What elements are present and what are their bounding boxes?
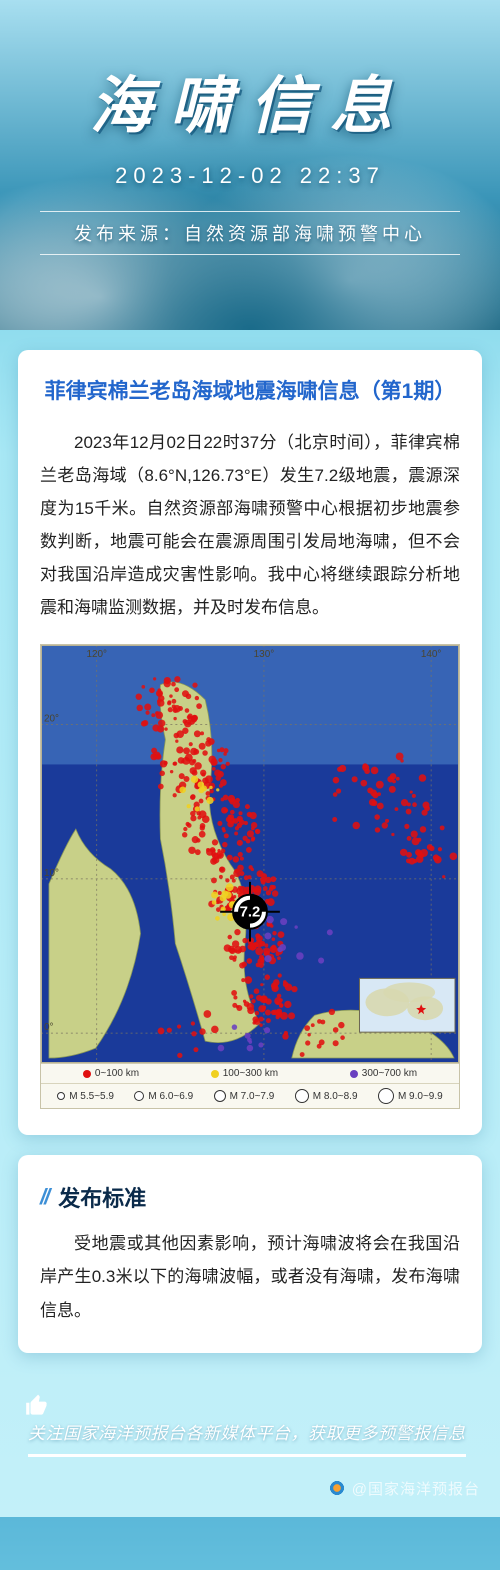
depth-legend-item: 100~300 km (211, 1068, 278, 1079)
footer: 关注国家海洋预报台各新媒体平台，获取更多预警报信息 @国家海洋预报台 (0, 1373, 500, 1517)
magnitude-legend: M 5.5~5.9 M 6.0~6.9 M 7.0~7.9 M 8.0~8.9 M 9.… (41, 1084, 459, 1108)
svg-text:7.2: 7.2 (240, 904, 261, 921)
depth-legend-item: 0~100 km (83, 1068, 139, 1079)
article-title: 菲律宾棉兰老岛海域地震海啸信息（第1期） (40, 376, 460, 408)
magnitude-legend-item: M 9.0~9.9 (378, 1088, 443, 1104)
svg-text:10°: 10° (44, 868, 59, 879)
publish-datetime: 2023-12-02 22:37 (0, 163, 500, 189)
article-card: 菲律宾棉兰老岛海域地震海啸信息（第1期） 2023年12月02日22时37分（北… (18, 350, 482, 1135)
map-svg: 120° 130° 140° 20° 10° 0° 7.2 (41, 645, 459, 1063)
magnitude-legend-item: M 5.5~5.9 (57, 1091, 114, 1102)
magnitude-legend-item: M 8.0~8.9 (295, 1089, 358, 1103)
page-title: 海啸信息 (0, 0, 500, 145)
magnitude-legend-item: M 7.0~7.9 (214, 1090, 275, 1102)
source-label: 发布来源：自然资源部海啸预警中心 (40, 211, 460, 255)
standard-body: 受地震或其他因素影响，预计海啸波将会在我国沿岸产生0.3米以下的海啸波幅，或者没… (40, 1227, 460, 1326)
watermark: @国家海洋预报台 (328, 1478, 480, 1499)
article-body: 2023年12月02日22时37分（北京时间），菲律宾棉兰老岛海域（8.6°N,… (40, 426, 460, 625)
depth-legend: 0~100 km 100~300 km 300~700 km (41, 1064, 459, 1084)
watermark-logo-icon (328, 1479, 346, 1497)
svg-text:130°: 130° (254, 649, 275, 660)
standard-card: // 发布标准 受地震或其他因素影响，预计海啸波将会在我国沿岸产生0.3米以下的… (18, 1155, 482, 1352)
standard-heading: 发布标准 (58, 1181, 146, 1213)
watermark-text: @国家海洋预报台 (352, 1478, 480, 1499)
footer-text: 关注国家海洋预报台各新媒体平台，获取更多预警报信息 (28, 1419, 466, 1457)
header-banner: 海啸信息 2023-12-02 22:37 发布来源：自然资源部海啸预警中心 (0, 0, 500, 330)
thumb-up-icon (24, 1393, 50, 1419)
svg-text:140°: 140° (421, 649, 442, 660)
section-header: // 发布标准 (40, 1181, 460, 1213)
svg-text:120°: 120° (86, 649, 107, 660)
map-legend: 0~100 km100~300 km300~700 km M 5.5~5.9M … (41, 1063, 459, 1108)
svg-text:0°: 0° (44, 1023, 54, 1034)
svg-text:20°: 20° (44, 714, 59, 725)
slash-icon: // (40, 1184, 48, 1210)
depth-legend-item: 300~700 km (350, 1068, 417, 1079)
magnitude-legend-item: M 6.0~6.9 (134, 1091, 193, 1102)
epicenter-map: 120° 130° 140° 20° 10° 0° 7.2 0~100 km 100~300 … (40, 644, 460, 1109)
